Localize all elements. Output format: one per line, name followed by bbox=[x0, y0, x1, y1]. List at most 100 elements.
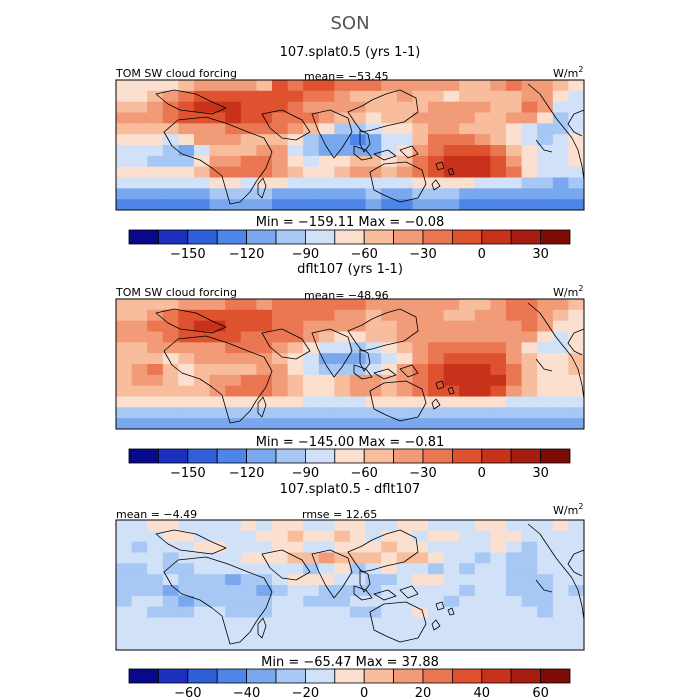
heatmap-cell bbox=[412, 374, 429, 387]
heatmap-cell bbox=[521, 145, 538, 157]
heatmap-cell bbox=[318, 331, 335, 343]
heatmap-cell bbox=[178, 418, 195, 429]
heatmap-cell bbox=[365, 407, 382, 419]
colorbar-segment bbox=[422, 668, 453, 684]
heatmap-cell bbox=[396, 155, 413, 168]
heatmap-cell bbox=[225, 177, 242, 189]
heatmap-cell bbox=[474, 112, 491, 124]
heatmap-cell bbox=[131, 617, 148, 629]
heatmap-cell bbox=[272, 407, 289, 419]
heatmap-cell bbox=[365, 385, 382, 398]
heatmap-cell bbox=[490, 342, 507, 354]
heatmap-cell bbox=[131, 541, 148, 554]
heatmap-cell bbox=[272, 320, 289, 333]
heatmap-cell bbox=[396, 595, 413, 608]
panel-2: dflt107 (yrs 1-1) TOM SW cloud forcing m… bbox=[115, 262, 585, 481]
heatmap-cell bbox=[162, 309, 179, 322]
heatmap-cell bbox=[287, 563, 304, 575]
heatmap-cell bbox=[490, 639, 507, 650]
heatmap-cell bbox=[506, 552, 523, 564]
heatmap-cell bbox=[116, 155, 133, 168]
heatmap-cell bbox=[474, 574, 491, 586]
heatmap-cell bbox=[256, 134, 273, 146]
heatmap-cell bbox=[428, 353, 445, 365]
heatmap-cell bbox=[303, 606, 320, 619]
heatmap-cell bbox=[521, 364, 538, 376]
heatmap-cell bbox=[194, 396, 211, 408]
heatmap-cell bbox=[428, 628, 445, 640]
heatmap-cell bbox=[256, 188, 273, 200]
heatmap-cell bbox=[162, 407, 179, 419]
heatmap-cell bbox=[178, 177, 195, 189]
heatmap-cell bbox=[537, 418, 554, 429]
heatmap-cell bbox=[443, 188, 460, 200]
heatmap-cell bbox=[225, 520, 242, 532]
heatmap-cell bbox=[334, 166, 351, 179]
heatmap-cell bbox=[225, 639, 242, 650]
heatmap-cell bbox=[116, 595, 133, 608]
heatmap-cell bbox=[116, 320, 133, 333]
heatmap-cell bbox=[396, 606, 413, 619]
heatmap-cell bbox=[334, 541, 351, 554]
panel-3-title: 107.splat0.5 - dflt107 bbox=[280, 482, 421, 497]
heatmap-cell bbox=[412, 123, 429, 135]
heatmap-cell bbox=[568, 364, 584, 376]
heatmap-cell bbox=[194, 606, 211, 619]
heatmap-cell bbox=[131, 188, 148, 200]
heatmap-cell bbox=[287, 407, 304, 419]
heatmap-cell bbox=[568, 331, 584, 343]
panel-2-cbar-tick: −60 bbox=[350, 466, 377, 481]
heatmap-cell bbox=[506, 155, 523, 168]
heatmap-cell bbox=[116, 353, 133, 365]
heatmap-cell bbox=[256, 320, 273, 333]
heatmap-cell bbox=[443, 90, 460, 103]
heatmap-cell bbox=[537, 606, 554, 619]
heatmap-cell bbox=[225, 112, 242, 124]
heatmap-cell bbox=[443, 606, 460, 619]
heatmap-cell bbox=[412, 563, 429, 575]
heatmap-cell bbox=[396, 145, 413, 157]
heatmap-cell bbox=[225, 342, 242, 354]
colorbar-segment bbox=[363, 668, 394, 684]
heatmap-cell bbox=[428, 299, 445, 311]
heatmap-cell bbox=[194, 364, 211, 376]
heatmap-cell bbox=[506, 520, 523, 532]
panel-1-map bbox=[116, 80, 584, 210]
heatmap-cell bbox=[459, 585, 476, 597]
heatmap-cell bbox=[537, 530, 554, 543]
heatmap-cell bbox=[209, 541, 226, 554]
heatmap-cell bbox=[225, 606, 242, 619]
heatmap-cell bbox=[272, 574, 289, 586]
heatmap-cell bbox=[334, 385, 351, 398]
panel-1-cbar-tick: −90 bbox=[292, 247, 319, 262]
heatmap-cell bbox=[162, 585, 179, 597]
heatmap-cell bbox=[412, 364, 429, 376]
heatmap-cell bbox=[568, 188, 584, 200]
heatmap-cell bbox=[334, 101, 351, 114]
heatmap-cell bbox=[116, 90, 133, 103]
heatmap-cell bbox=[178, 541, 195, 554]
heatmap-cell bbox=[287, 374, 304, 387]
heatmap-cell bbox=[287, 166, 304, 179]
heatmap-cell bbox=[334, 520, 351, 532]
heatmap-cell bbox=[334, 342, 351, 354]
heatmap-cell bbox=[365, 628, 382, 640]
heatmap-cell bbox=[490, 407, 507, 419]
heatmap-cell bbox=[568, 101, 584, 114]
heatmap-cell bbox=[350, 396, 367, 408]
heatmap-cell bbox=[318, 530, 335, 543]
heatmap-cell bbox=[147, 145, 164, 157]
heatmap-cell bbox=[350, 385, 367, 398]
heatmap-cell bbox=[194, 628, 211, 640]
heatmap-cell bbox=[147, 177, 164, 189]
heatmap-cell bbox=[568, 112, 584, 124]
heatmap-cell bbox=[116, 188, 133, 200]
heatmap-cell bbox=[194, 418, 211, 429]
heatmap-cell bbox=[506, 541, 523, 554]
heatmap-cell bbox=[443, 299, 460, 311]
heatmap-cell bbox=[194, 101, 211, 114]
heatmap-cell bbox=[428, 595, 445, 608]
heatmap-cell bbox=[506, 145, 523, 157]
panel-2-range: Min = −145.00 Max = −0.81 bbox=[256, 435, 445, 450]
heatmap-cell bbox=[194, 563, 211, 575]
